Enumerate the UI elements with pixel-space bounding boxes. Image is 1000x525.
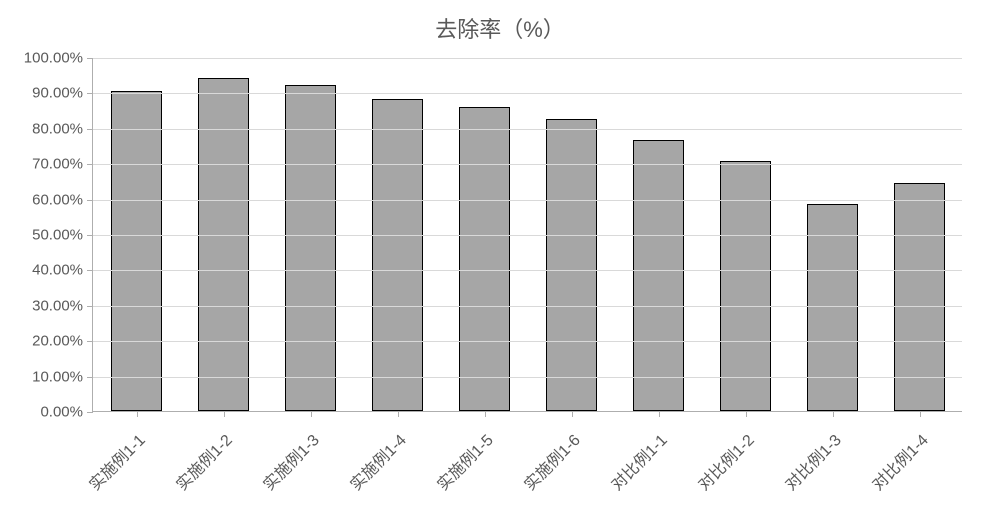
chart-title: 去除率（%） (0, 12, 1000, 44)
y-tick-label: 70.00% (32, 156, 83, 173)
bar (546, 119, 596, 411)
x-tick-mark (659, 411, 660, 417)
y-tick-mark (87, 377, 93, 378)
y-tick-label: 20.00% (32, 333, 83, 350)
y-tick-label: 90.00% (32, 85, 83, 102)
x-label: 实施例1-1 (83, 428, 150, 495)
grid-line (93, 58, 962, 59)
grid-line (93, 341, 962, 342)
x-tick-mark (572, 411, 573, 417)
y-tick-label: 50.00% (32, 227, 83, 244)
y-tick-mark (87, 93, 93, 94)
grid-line (93, 235, 962, 236)
x-tick-mark (833, 411, 834, 417)
bar-chart: 去除率（%） 0.00%10.00%20.00%30.00%40.00%50.0… (0, 0, 1000, 525)
x-tick-mark (224, 411, 225, 417)
x-label: 实施例1-6 (518, 428, 585, 495)
bar (459, 107, 509, 411)
x-label: 实施例1-4 (344, 428, 411, 495)
y-tick-label: 60.00% (32, 191, 83, 208)
y-tick-mark (87, 412, 93, 413)
y-tick-mark (87, 235, 93, 236)
grid-line (93, 270, 962, 271)
grid-line (93, 377, 962, 378)
y-tick-label: 30.00% (32, 297, 83, 314)
bar (285, 85, 335, 411)
grid-line (93, 164, 962, 165)
y-tick-label: 40.00% (32, 262, 83, 279)
y-tick-mark (87, 58, 93, 59)
x-tick-mark (137, 411, 138, 417)
y-tick-label: 80.00% (32, 120, 83, 137)
y-tick-mark (87, 270, 93, 271)
x-label: 实施例1-5 (431, 428, 498, 495)
grid-line (93, 93, 962, 94)
x-tick-mark (398, 411, 399, 417)
y-tick-mark (87, 164, 93, 165)
y-tick-label: 100.00% (24, 50, 83, 67)
x-label: 对比例1-1 (605, 428, 672, 495)
y-tick-label: 10.00% (32, 368, 83, 385)
grid-line (93, 200, 962, 201)
grid-line (93, 129, 962, 130)
bar (111, 91, 161, 411)
grid-line (93, 306, 962, 307)
bar (372, 99, 422, 411)
x-label: 对比例1-2 (692, 428, 759, 495)
y-tick-mark (87, 129, 93, 130)
y-tick-mark (87, 341, 93, 342)
y-tick-label: 0.00% (40, 404, 83, 421)
x-tick-mark (746, 411, 747, 417)
x-tick-mark (311, 411, 312, 417)
x-tick-mark (920, 411, 921, 417)
x-label: 实施例1-3 (257, 428, 324, 495)
plot-area: 0.00%10.00%20.00%30.00%40.00%50.00%60.00… (92, 58, 962, 412)
x-label: 对比例1-4 (866, 428, 933, 495)
y-tick-mark (87, 306, 93, 307)
y-tick-mark (87, 200, 93, 201)
x-tick-mark (485, 411, 486, 417)
x-label: 对比例1-3 (779, 428, 846, 495)
bar (633, 140, 683, 411)
x-label: 实施例1-2 (170, 428, 237, 495)
